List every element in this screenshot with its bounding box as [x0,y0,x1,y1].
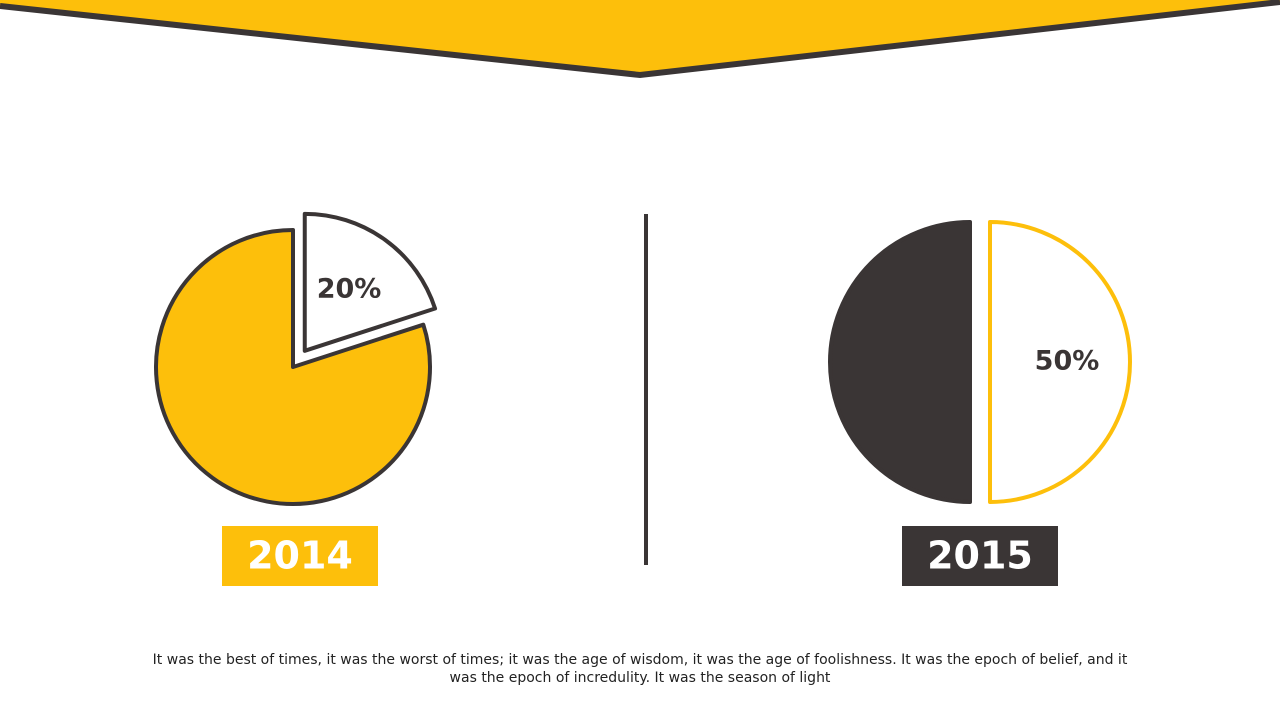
slice-label: 50% [1035,346,1100,377]
year-box [902,526,1058,586]
slice-label: 20% [317,273,382,304]
pie-slice [154,228,432,506]
banner-edge [0,0,1280,79]
pie-slice [988,220,1132,504]
year-box [222,526,378,586]
footer-text: It was the best of times, it was the wor… [152,652,1128,686]
banner [0,0,1280,75]
year-label: 2014 [247,534,353,578]
year-label: 2015 [927,534,1033,578]
pie-slice [828,220,972,504]
pie-slice [302,211,438,353]
